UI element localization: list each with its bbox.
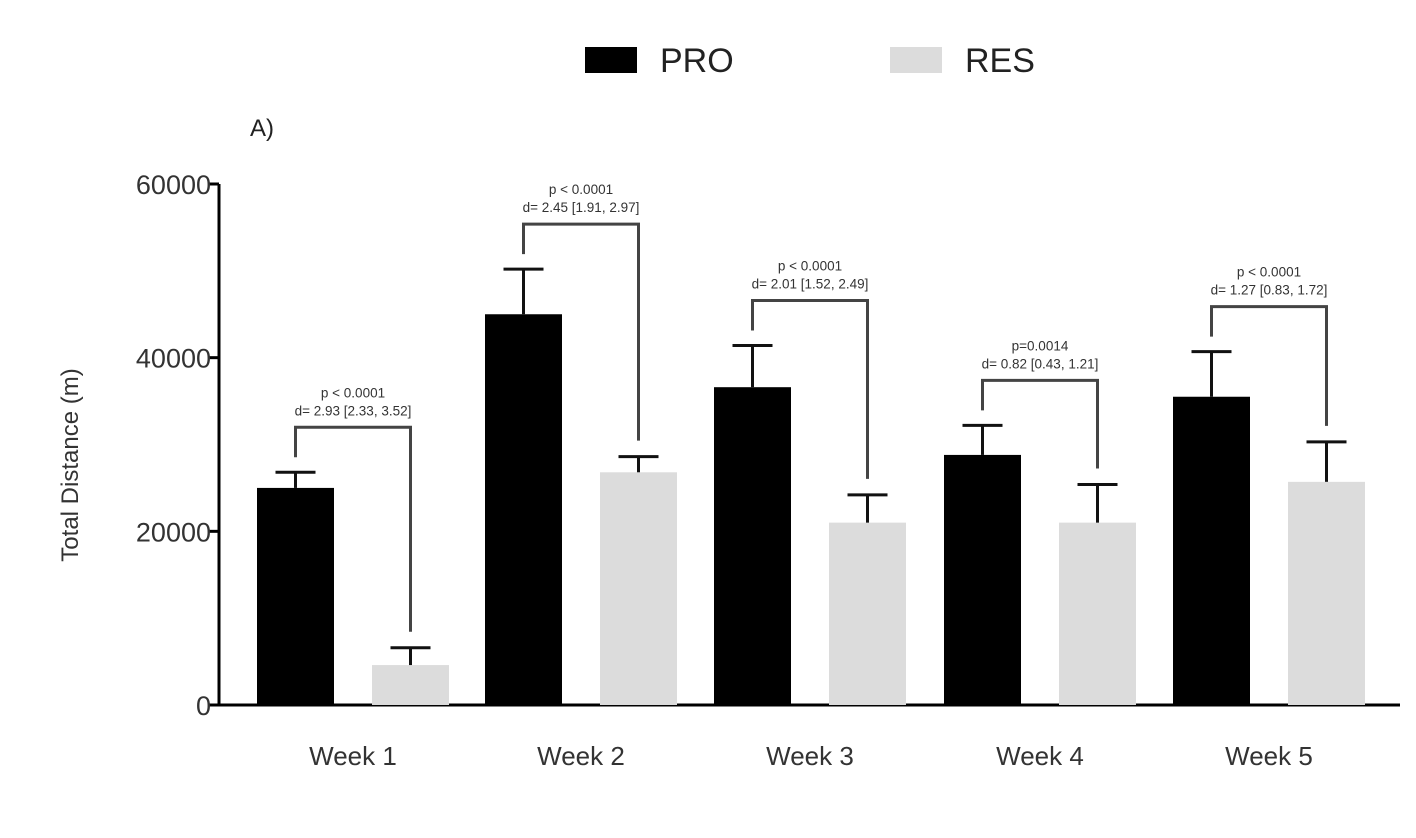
x-tick-label: Week 4	[996, 741, 1084, 771]
significance-bracket-week-3	[751, 299, 869, 479]
panel-label: A)	[250, 115, 274, 142]
significance-bracket-week-2	[522, 222, 640, 441]
p-value-label: p=0.0014	[1012, 338, 1069, 353]
legend-label-res: RES	[965, 42, 1035, 80]
y-tick-label: 0	[196, 691, 211, 721]
error-bars	[275, 267, 1347, 666]
effect-size-label: d= 0.82 [0.43, 1.21]	[982, 356, 1099, 371]
y-ticks: 0 20000 40000 60000	[136, 170, 219, 721]
legend: PRO RES	[585, 42, 1035, 80]
bar-pro-week-5	[1173, 396, 1250, 705]
bar-pro-week-1	[257, 487, 334, 705]
significance-bracket-week-1	[294, 425, 412, 632]
bar-res-week-4	[1059, 522, 1136, 705]
x-tick-label: Week 3	[766, 741, 854, 771]
significance-brackets: p < 0.0001 d= 2.93 [2.33, 3.52] p < 0.0001…	[294, 182, 1328, 632]
legend-label-pro: PRO	[660, 42, 734, 80]
bar-res-week-3	[829, 522, 906, 705]
bar-pro-week-4	[944, 454, 1021, 705]
bar-res-week-2	[600, 472, 677, 705]
y-tick-label: 40000	[136, 344, 211, 374]
effect-size-label: d= 2.01 [1.52, 2.49]	[752, 277, 869, 292]
bar-res-week-5	[1288, 481, 1365, 705]
p-value-label: p < 0.0001	[1237, 265, 1301, 280]
y-tick-label: 60000	[136, 170, 211, 200]
p-value-label: p < 0.0001	[321, 385, 385, 400]
x-tick-label: Week 1	[309, 741, 397, 771]
p-value-label: p < 0.0001	[549, 182, 613, 197]
effect-size-label: d= 2.93 [2.33, 3.52]	[295, 403, 412, 418]
legend-swatch-pro	[585, 47, 637, 73]
y-tick-label: 20000	[136, 517, 211, 547]
effect-size-label: d= 2.45 [1.91, 2.97]	[523, 200, 640, 215]
significance-bracket-week-4	[981, 378, 1099, 469]
x-tick-label: Week 2	[537, 741, 625, 771]
bar-res-week-1	[372, 665, 449, 705]
legend-swatch-res	[890, 47, 942, 73]
p-value-label: p < 0.0001	[778, 259, 842, 274]
effect-size-label: d= 1.27 [0.83, 1.72]	[1211, 283, 1328, 298]
y-axis-title: Total Distance (m)	[57, 368, 84, 561]
significance-bracket-week-5	[1210, 305, 1328, 426]
bars	[257, 314, 1365, 705]
bar-pro-week-3	[714, 387, 791, 705]
x-tick-label: Week 5	[1225, 741, 1313, 771]
bar-pro-week-2	[485, 314, 562, 705]
x-tick-labels: Week 1 Week 2 Week 3 Week 4 Week 5	[309, 741, 1313, 771]
